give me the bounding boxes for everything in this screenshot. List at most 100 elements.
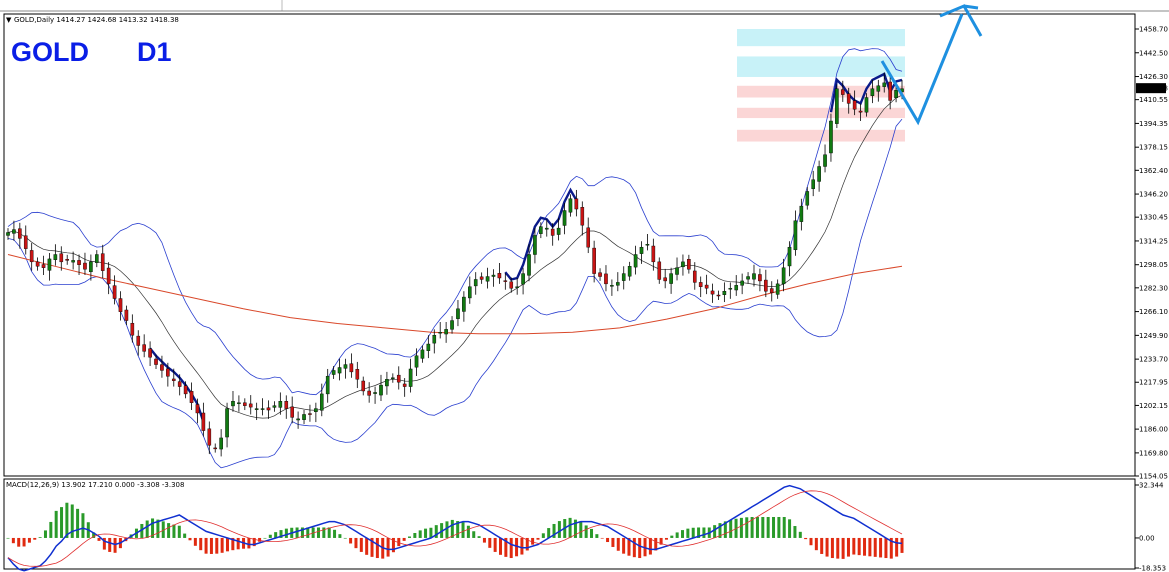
macd-histogram-bar [766,516,770,538]
macd-tick-label: -18.353 [1139,565,1166,572]
candle-body [391,377,395,379]
candle-body [237,402,241,404]
macd-histogram-bar [788,519,792,538]
candle-body [142,344,146,352]
candle-body [521,273,525,285]
candle-body [402,383,407,387]
candle-body [331,370,336,375]
price-tick-label: 1314.25 [1139,237,1168,245]
macd-histogram-bar [857,537,861,556]
candle-body [456,308,460,319]
macd-histogram-bar [418,530,422,538]
macd-histogram-bar [199,537,203,551]
candle-body [278,401,283,408]
macd-histogram-bar [804,537,808,540]
macd-histogram-bar [547,528,551,538]
macd-tick-label: 0.00 [1139,534,1155,542]
price-tick-label: 1410.55 [1139,96,1168,104]
price-tick-label: 1233.70 [1139,356,1168,364]
macd-histogram-bar [590,528,594,538]
macd-histogram-bar [193,537,197,546]
macd-histogram-bar [359,537,363,552]
price-tick-label: 1362.40 [1139,167,1168,175]
price-tick-label: 1378.15 [1139,144,1168,152]
top-strip [0,0,1169,11]
macd-histogram-bar [509,537,513,559]
macd-histogram-bar [889,537,893,559]
candle-body [148,348,152,358]
macd-histogram-bar [322,527,326,538]
macd-histogram-bar [247,537,251,549]
candle-body [432,335,437,344]
macd-histogram-bar [386,537,390,557]
macd-panel-border [3,478,1136,570]
macd-histogram-bar [108,537,112,552]
macd-histogram-bar [60,507,64,538]
candle-body [562,210,567,226]
macd-histogram-bar [536,537,540,540]
macd-histogram-bar [499,537,503,555]
macd-histogram-bar [11,537,15,544]
macd-histogram-bar [6,537,10,539]
candles [6,72,904,457]
collapse-arrow-icon[interactable]: ▼ [6,16,12,24]
macd-histogram-bar [777,516,781,538]
macd-histogram-bar [606,537,610,543]
candle-body [764,279,768,292]
macd-histogram-bar [145,520,149,538]
candle-body [171,378,176,381]
macd-histogram-bar [895,537,899,557]
macd-histogram-bar [65,502,69,538]
candle-body [100,253,105,271]
macd-histogram-bar [681,530,685,538]
candle-body [846,93,851,104]
macd-histogram-bar [209,537,213,554]
macd-histogram-bar [654,537,658,551]
macd-histogram-bar [407,536,411,538]
macd-histogram-bar [541,533,545,538]
macd-histogram-bar [365,537,369,555]
macd-histogram-bar [461,522,465,538]
price-tick-label: 1298.05 [1139,261,1168,269]
macd-histogram-bar [557,521,561,538]
price-tick-label: 1266.10 [1139,308,1168,316]
candle-body [793,220,798,251]
candle-body [408,368,413,387]
price-tick-label: 1426.30 [1139,73,1168,81]
candle-body [882,82,887,87]
candle-body [183,385,188,395]
macd-histogram-bar [670,535,674,538]
candle-body [740,280,744,286]
candle-body [343,364,348,369]
macd-histogram-bar [316,527,320,538]
candle-body [177,381,182,387]
candle-body [325,376,330,395]
candle-body [491,274,496,277]
candle-body [805,191,810,206]
macd-histogram-bar [659,537,663,545]
bollinger-upper [7,48,903,396]
macd-histogram-bar [573,519,577,538]
macd-histogram-bar [482,537,486,543]
macd-histogram-bar [600,537,604,539]
macd-histogram-bar [161,521,165,538]
candle-body [758,274,762,282]
candle-body [379,384,383,396]
macd-histogram-bar [825,537,829,557]
candle-body [248,403,253,408]
macd-histogram-bar [477,536,481,538]
candle-body [781,267,786,285]
candle-body [355,369,360,380]
price-tick-label: 1282.30 [1139,284,1168,292]
candle-body [254,408,259,410]
candle-body [704,284,709,289]
macd-histogram-bar [429,527,433,538]
macd-histogram-bar [638,537,642,559]
macd-axis: 32.344 0.00 -18.353 [1135,482,1166,572]
macd-histogram-bar [755,516,759,538]
candle-body [657,261,662,280]
candle-body [112,285,117,299]
macd-histogram-bar [584,525,588,538]
macd-histogram-bar [172,524,176,538]
candle-body [852,100,857,110]
